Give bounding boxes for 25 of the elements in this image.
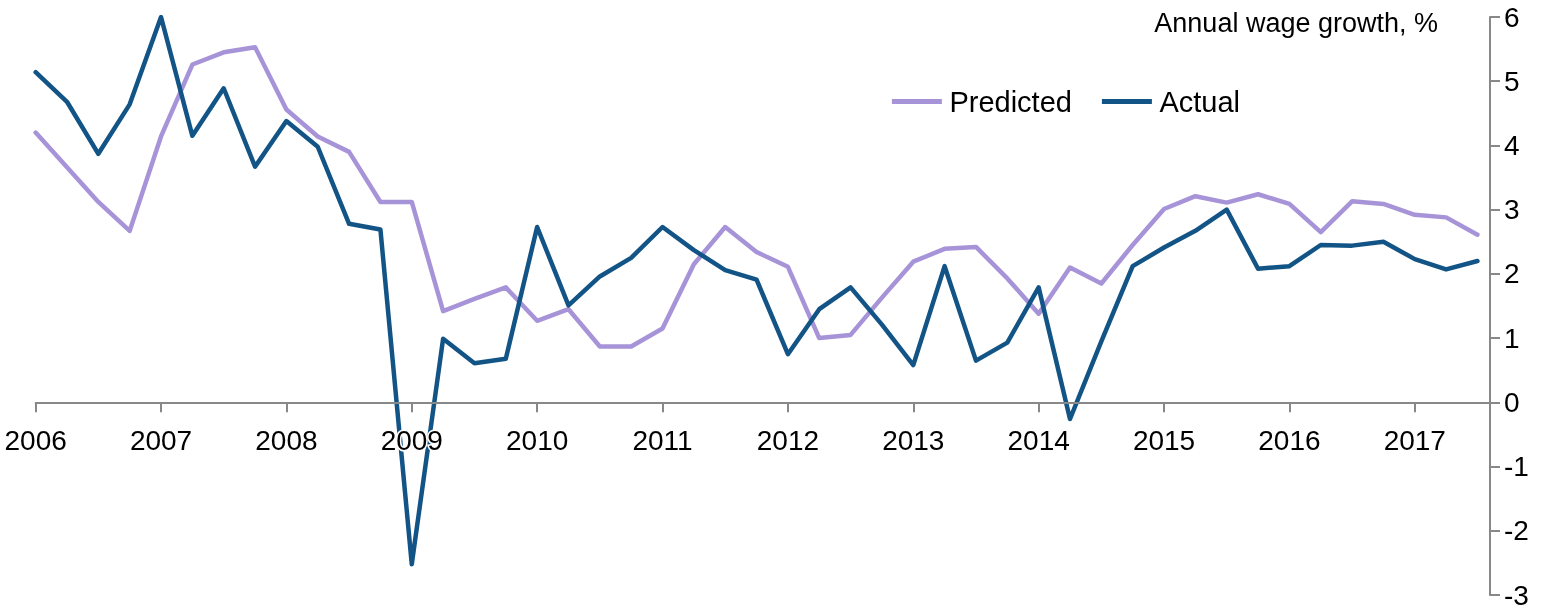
x-tick-label: 2008 <box>255 424 318 456</box>
line-series <box>33 44 1480 349</box>
x-tick-label: 2013 <box>882 424 945 456</box>
y-tick-label: -1 <box>1504 451 1529 483</box>
y-tick-label: 5 <box>1504 65 1520 97</box>
y-tick-label: 3 <box>1504 194 1520 226</box>
y-tick-label: -2 <box>1504 515 1529 547</box>
x-tick-label: 2014 <box>1007 424 1070 456</box>
y-tick-label: 0 <box>1504 386 1520 418</box>
y-axis-title: Annual wage growth, % <box>1154 7 1438 38</box>
y-tick-label: 6 <box>1504 1 1520 33</box>
x-tick-label: 2017 <box>1383 424 1446 456</box>
legend-label: Actual <box>1159 85 1241 118</box>
x-tick-label: 2015 <box>1132 424 1196 456</box>
x-tick-label: 2012 <box>756 424 820 456</box>
x-tick-label: 2006 <box>4 424 67 456</box>
x-tick-label: 2016 <box>1258 424 1321 456</box>
x-tick-label: 2010 <box>506 424 569 456</box>
y-tick-label: -3 <box>1504 579 1529 609</box>
y-tick-label: 4 <box>1504 129 1520 161</box>
y-tick-label: 2 <box>1504 258 1520 290</box>
legend-label: Predicted <box>949 85 1072 118</box>
x-tick-label: 2011 <box>632 424 693 456</box>
y-tick-label: 1 <box>1504 322 1520 354</box>
x-tick-label: 2007 <box>129 424 193 456</box>
